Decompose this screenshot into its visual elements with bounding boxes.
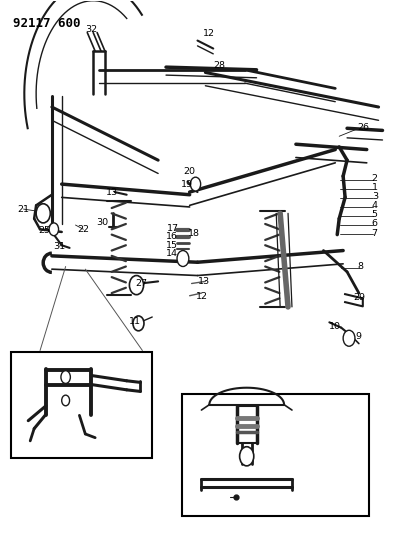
Text: 2: 2 — [372, 174, 378, 183]
Circle shape — [240, 447, 254, 466]
Text: 31: 31 — [54, 242, 66, 251]
Text: 24: 24 — [70, 423, 81, 432]
Text: 13: 13 — [105, 188, 118, 197]
Text: 14: 14 — [166, 249, 178, 259]
Text: 34: 34 — [271, 430, 284, 439]
Text: 19: 19 — [181, 180, 193, 189]
Text: 7: 7 — [372, 229, 378, 238]
Text: 12: 12 — [203, 29, 215, 38]
Text: 3: 3 — [372, 192, 378, 201]
Text: 28: 28 — [213, 61, 225, 70]
Text: 7: 7 — [105, 391, 111, 400]
Text: 13: 13 — [243, 448, 255, 457]
Circle shape — [36, 204, 50, 223]
Text: 25: 25 — [39, 227, 51, 236]
Text: 26: 26 — [357, 123, 369, 132]
Text: 27: 27 — [24, 412, 36, 421]
Circle shape — [177, 251, 189, 266]
Text: 27: 27 — [135, 279, 148, 288]
Text: 32: 32 — [85, 26, 97, 35]
Circle shape — [190, 177, 201, 191]
Bar — [11, 352, 152, 458]
Text: (SLA): (SLA) — [213, 471, 234, 479]
Text: 35: 35 — [220, 494, 233, 503]
Text: 11: 11 — [129, 317, 141, 326]
Text: 8: 8 — [358, 262, 364, 271]
Circle shape — [61, 370, 70, 383]
Text: 10: 10 — [329, 321, 340, 330]
Text: 33: 33 — [228, 438, 240, 447]
Circle shape — [343, 330, 355, 346]
Text: 16: 16 — [166, 232, 178, 241]
Text: 5: 5 — [372, 211, 378, 220]
Text: 20: 20 — [183, 167, 195, 176]
Text: 15: 15 — [166, 241, 178, 250]
Circle shape — [49, 223, 58, 236]
Text: 21: 21 — [17, 205, 30, 214]
Text: 23: 23 — [124, 376, 136, 385]
Text: 13: 13 — [198, 277, 210, 286]
Text: 29: 29 — [354, 293, 366, 302]
Text: 12: 12 — [196, 292, 207, 301]
Text: 17: 17 — [167, 224, 179, 233]
Text: 22: 22 — [77, 225, 89, 234]
Text: 4: 4 — [372, 201, 378, 211]
Text: 27: 27 — [256, 465, 269, 474]
Text: 92117 600: 92117 600 — [13, 17, 80, 30]
Circle shape — [130, 276, 143, 295]
Text: 1: 1 — [372, 183, 378, 192]
Circle shape — [62, 395, 70, 406]
Text: 18: 18 — [188, 229, 200, 238]
Text: 30: 30 — [96, 219, 108, 228]
Circle shape — [133, 316, 144, 331]
Text: 6: 6 — [372, 220, 378, 229]
Text: 9: 9 — [355, 332, 361, 341]
Bar — [182, 394, 369, 516]
